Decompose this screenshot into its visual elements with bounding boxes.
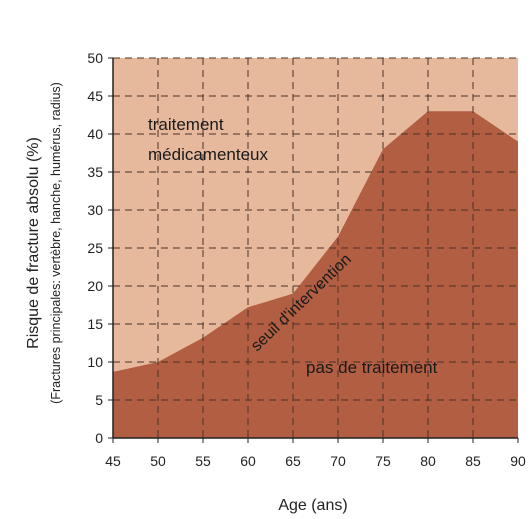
- x-tick-labels: 45 50 55 60 65 70 75 80 85 90: [105, 438, 526, 469]
- y-tick-label-45: 45: [87, 88, 103, 104]
- y-tick-label-20: 20: [87, 278, 103, 294]
- x-tick-label-70: 70: [330, 453, 346, 469]
- x-tick-label-85: 85: [465, 453, 481, 469]
- grid-lines: [113, 57, 518, 438]
- x-axis-title: Age (ans): [278, 497, 347, 514]
- y-tick-labels: 0 5 10 15 20 25 30 35 40 45 50: [87, 50, 113, 446]
- y-tick-label-30: 30: [87, 202, 103, 218]
- y-tick-label-35: 35: [87, 164, 103, 180]
- treatment-label-line1: traitement: [148, 115, 224, 134]
- x-tick-label-60: 60: [240, 453, 256, 469]
- x-tick-label-65: 65: [285, 453, 301, 469]
- treatment-label-line2: médicamenteux: [148, 145, 269, 164]
- y-tick-label-50: 50: [87, 50, 103, 66]
- y-axis-title: Risque de fracture absolu (%): [25, 137, 42, 349]
- y-tick-label-15: 15: [87, 316, 103, 332]
- y-tick-label-40: 40: [87, 126, 103, 142]
- y-tick-label-5: 5: [95, 392, 103, 408]
- y-tick-label-10: 10: [87, 354, 103, 370]
- no-treatment-label: pas de traitement: [306, 358, 438, 377]
- x-tick-label-50: 50: [150, 453, 166, 469]
- x-tick-label-55: 55: [195, 453, 211, 469]
- no-treatment-region: [113, 111, 518, 438]
- y-tick-label-0: 0: [95, 430, 103, 446]
- y-tick-label-25: 25: [87, 240, 103, 256]
- y-axis-subtitle: (Fractures principales: vertèbre, hanche…: [49, 82, 63, 404]
- x-tick-label-90: 90: [510, 453, 526, 469]
- x-tick-label-80: 80: [420, 453, 436, 469]
- x-tick-label-75: 75: [375, 453, 391, 469]
- x-tick-label-45: 45: [105, 453, 121, 469]
